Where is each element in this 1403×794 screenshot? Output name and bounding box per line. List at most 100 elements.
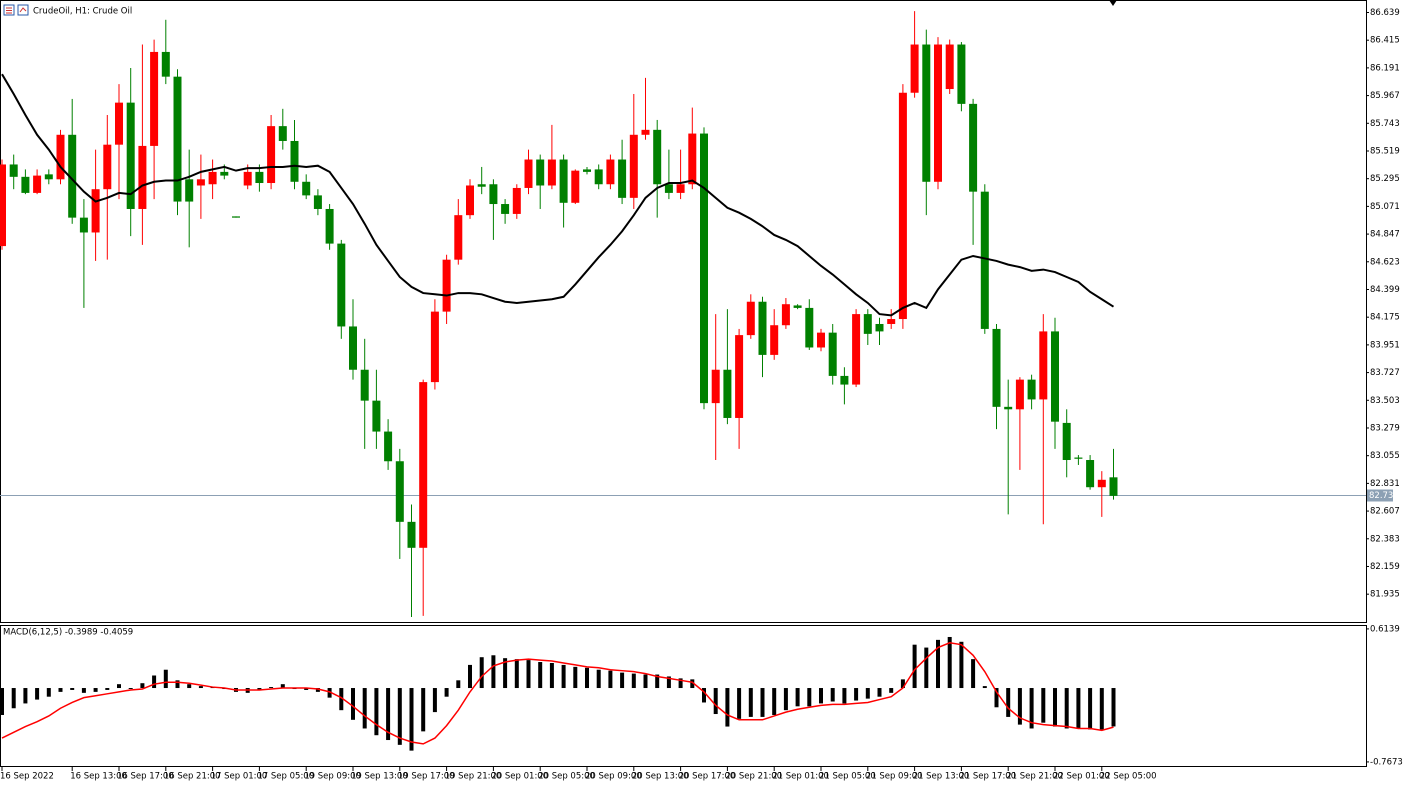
- histogram-bar: [1064, 688, 1069, 729]
- histogram-bar: [514, 659, 519, 689]
- histogram-bar: [421, 688, 426, 732]
- histogram-bar: [526, 660, 531, 689]
- histogram-bar: [386, 688, 391, 741]
- candle-body: [653, 129, 662, 185]
- histogram-bar: [620, 672, 625, 689]
- y-tick-label: 0.6139: [1370, 624, 1400, 634]
- histogram-bar: [280, 684, 285, 689]
- candle-body: [384, 431, 393, 462]
- candle-body: [980, 191, 989, 329]
- y-tick-label: 83.951: [1370, 340, 1400, 350]
- histogram-bar: [737, 688, 742, 719]
- candle-body: [676, 184, 685, 193]
- histogram-bar: [561, 664, 566, 689]
- y-tick-label: 86.415: [1370, 36, 1400, 46]
- candle-body: [887, 319, 896, 324]
- candle-body: [770, 325, 779, 355]
- histogram-bar: [456, 680, 461, 689]
- title-icons: [3, 4, 29, 16]
- candle-body: [817, 332, 825, 348]
- histogram-bar: [339, 688, 344, 711]
- histogram-bar: [1029, 688, 1034, 729]
- chart-title: CrudeOil, H1: Crude Oil: [33, 7, 132, 17]
- histogram-bar: [573, 666, 578, 689]
- candle-body: [407, 521, 416, 548]
- histogram-bar: [819, 688, 823, 704]
- x-tick-label: 17 Sep 05:00: [257, 772, 314, 782]
- candle-body: [571, 170, 580, 203]
- x-tick-label: 20 Sep 09:00: [585, 772, 642, 782]
- candle-body: [220, 171, 229, 176]
- histogram-bar: [444, 688, 449, 697]
- histogram-bar: [35, 688, 40, 700]
- x-tick-label: 21 Sep 21:00: [1006, 772, 1063, 782]
- candle-body: [68, 134, 77, 218]
- histogram-bar: [936, 639, 940, 689]
- y-tick-label: 83.727: [1370, 368, 1400, 378]
- candle-body: [700, 133, 708, 404]
- candle-body: [360, 369, 369, 401]
- histogram-bar: [912, 644, 917, 689]
- histogram-bar: [1088, 688, 1093, 730]
- candle-body: [1074, 457, 1083, 459]
- histogram-bar: [479, 657, 484, 689]
- x-tick-label: 16 Sep 13:00: [70, 772, 127, 782]
- x-tick-label: 21 Sep 17:00: [959, 772, 1016, 782]
- histogram-bar: [982, 686, 987, 689]
- histogram-bar: [877, 688, 882, 697]
- candle-body: [1097, 479, 1106, 488]
- histogram-bar: [1053, 688, 1057, 727]
- histogram-bar: [1076, 688, 1081, 729]
- candle-body: [957, 44, 966, 104]
- histogram-bar: [748, 688, 753, 717]
- candle-body: [793, 305, 802, 308]
- macd-frame: [0, 625, 1367, 767]
- candle-body: [337, 243, 346, 327]
- y-tick-label: 84.623: [1370, 257, 1400, 267]
- candle-body: [547, 159, 556, 186]
- histogram-bar: [678, 678, 683, 689]
- y-tick-label: -0.7673: [1370, 757, 1403, 767]
- candle-body: [711, 369, 720, 404]
- x-tick-label: 20 Sep 13:00: [632, 772, 689, 782]
- candle-body: [442, 259, 451, 312]
- x-tick-label: 21 Sep 05:00: [819, 772, 876, 782]
- y-tick-label: 85.743: [1370, 119, 1400, 129]
- price-label-box: [1367, 489, 1393, 502]
- histogram-bar: [690, 679, 695, 689]
- y-tick-label: 81.935: [1370, 590, 1400, 600]
- candle-body: [185, 179, 194, 202]
- y-tick-label: 82.831: [1370, 479, 1400, 489]
- y-tick-label: 85.967: [1370, 91, 1400, 101]
- macd-label: MACD(6,12,5) -0.3989 -0.4059: [3, 628, 133, 638]
- histogram-bar: [374, 688, 379, 736]
- histogram-bar: [327, 688, 332, 698]
- candle-body: [9, 164, 18, 177]
- candle-body: [430, 311, 439, 383]
- candle-body: [606, 159, 615, 185]
- histogram-bar: [655, 674, 660, 689]
- candle-body: [664, 184, 673, 193]
- y-tick-label: 83.055: [1370, 451, 1400, 461]
- shift-marker: [1109, 0, 1117, 6]
- histogram-bar: [1041, 688, 1046, 723]
- y-tick-label: 82.159: [1370, 562, 1400, 572]
- candle-body: [969, 103, 978, 192]
- candle-body: [489, 184, 498, 205]
- candle-body: [805, 307, 814, 348]
- x-tick-label: 19 Sep 09:00: [304, 772, 361, 782]
- histogram-bar: [0, 688, 4, 715]
- histogram-bar: [783, 688, 788, 711]
- histogram-bar: [549, 662, 554, 689]
- histogram-bar: [58, 688, 63, 692]
- histogram-bar: [900, 679, 905, 689]
- candle-body: [243, 171, 252, 186]
- candle-body: [840, 375, 849, 385]
- x-tick-label: 19 Sep 17:00: [398, 772, 455, 782]
- candle-body: [735, 335, 744, 418]
- candle-body: [852, 314, 861, 385]
- histogram-bar: [198, 686, 203, 689]
- candle-body: [44, 174, 53, 180]
- histogram-bar: [362, 688, 367, 729]
